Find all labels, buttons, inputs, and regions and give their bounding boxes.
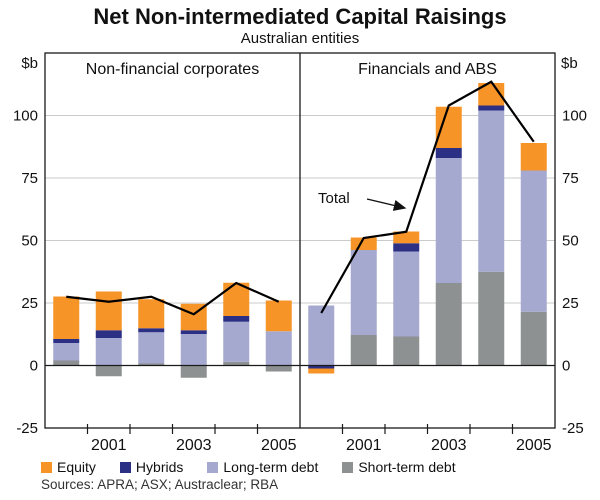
panel-label-financials: Financials and ABS	[358, 61, 497, 78]
y-tick-label-right: 75	[562, 170, 579, 187]
y-tick-label-right: 100	[562, 108, 587, 125]
y-tick-label-left: 0	[30, 358, 38, 375]
bar-segment-equity	[95, 291, 122, 331]
bar-segment-equity	[308, 368, 335, 374]
total-line	[320, 80, 535, 314]
legend-label: Equity	[57, 459, 96, 475]
bar-segment-long_term_debt	[138, 332, 165, 364]
y-axis-unit-right: $b	[561, 55, 578, 72]
y-tick-label-left: 50	[21, 233, 38, 250]
chart-subtitle: Australian entities	[240, 30, 360, 47]
short-term-debt-swatch-icon	[342, 461, 354, 473]
bar-segment-short_term_debt	[265, 365, 292, 372]
legend-label: Long-term debt	[223, 459, 319, 475]
y-axis-unit-left: $b	[21, 55, 38, 72]
bar-segment-long_term_debt	[180, 334, 207, 366]
total-line-annotation: Total	[318, 190, 350, 207]
bar-segment-long_term_debt	[265, 331, 292, 366]
total-line	[66, 281, 280, 316]
bar-segment-equity	[478, 83, 505, 106]
bar-segment-long_term_debt	[223, 321, 250, 362]
bar-segment-hybrids	[393, 243, 420, 252]
bar-segment-short_term_debt	[223, 361, 250, 366]
bar-segment-short_term_debt	[350, 335, 377, 366]
bar-segment-equity	[350, 237, 377, 250]
bar-segment-short_term_debt	[180, 365, 207, 378]
legend-item-short-term-debt: Short-term debt	[342, 459, 456, 475]
bar-segment-hybrids	[478, 105, 505, 111]
bar-segment-equity	[138, 299, 165, 329]
hybrids-swatch-icon	[119, 461, 131, 473]
bar-segment-long_term_debt	[308, 305, 335, 366]
equity-swatch-icon	[41, 461, 52, 473]
legend-item-hybrids: Hybrids	[119, 459, 184, 475]
panel-label-nonfinancial: Non-financial corporates	[85, 61, 260, 78]
bar-segment-equity	[265, 300, 292, 332]
bar-segment-hybrids	[223, 316, 250, 322]
bar-segment-short_term_debt	[53, 360, 80, 366]
bar-segment-equity	[53, 296, 80, 339]
y-tick-label-right: 50	[562, 233, 579, 250]
y-tick-label-right: -25	[562, 420, 584, 437]
y-tick-label-left: -25	[16, 420, 38, 437]
bar-segment-short_term_debt	[393, 336, 420, 366]
legend-label: Hybrids	[135, 459, 184, 475]
bar-segment-short_term_debt	[138, 363, 165, 366]
bar-segment-long_term_debt	[520, 170, 547, 312]
bar-segment-short_term_debt	[478, 271, 505, 366]
bar-segment-hybrids	[138, 328, 165, 333]
bar-segment-short_term_debt	[520, 311, 547, 366]
bar-segment-long_term_debt	[53, 343, 80, 361]
y-tick-label-left: 25	[21, 295, 38, 312]
bar-segment-long_term_debt	[435, 158, 462, 283]
x-axis-year-label: 2003	[176, 437, 212, 454]
bar-segment-hybrids	[308, 365, 335, 369]
y-tick-label-left: 100	[13, 108, 38, 125]
legend-item-long-term-debt: Long-term debt	[207, 459, 318, 475]
bar-segment-equity	[435, 106, 462, 148]
sources-note: Sources: APRA; ASX; Austraclear; RBA	[41, 477, 279, 492]
bars-nonfinancial	[53, 282, 292, 378]
y-tick-label-right: 25	[562, 295, 579, 312]
bar-segment-long_term_debt	[393, 251, 420, 337]
bar-segment-long_term_debt	[95, 338, 122, 366]
bar-segment-hybrids	[435, 148, 462, 158]
bar-segment-equity	[520, 143, 547, 171]
bar-segment-equity	[393, 231, 420, 244]
bar-segment-short_term_debt	[435, 283, 462, 366]
y-tick-label-left: 75	[21, 170, 38, 187]
long-term-debt-swatch-icon	[207, 461, 219, 473]
x-axis-year-label: 2005	[516, 437, 552, 454]
bars-financials	[308, 83, 547, 374]
bar-segment-hybrids	[53, 339, 80, 343]
chart-legend: Equity Hybrids Long-term debt Short-term…	[41, 459, 480, 475]
bar-segment-hybrids	[95, 330, 122, 338]
x-axis-year-label: 2005	[261, 437, 297, 454]
bar-segment-short_term_debt	[95, 365, 122, 377]
bar-segment-hybrids	[180, 330, 207, 334]
legend-label: Short-term debt	[358, 459, 456, 475]
bar-segment-long_term_debt	[350, 250, 377, 335]
bar-segment-long_term_debt	[478, 110, 505, 272]
page-title: Net Non-intermediated Capital Raisings	[93, 4, 507, 29]
legend-item-equity: Equity	[41, 459, 96, 475]
x-axis-year-label: 2003	[431, 437, 467, 454]
x-axis-year-label: 2001	[346, 437, 382, 454]
total-annotation-arrow	[366, 198, 407, 211]
x-axis-year-label: 2001	[91, 437, 127, 454]
y-tick-label-right: 0	[562, 358, 570, 375]
